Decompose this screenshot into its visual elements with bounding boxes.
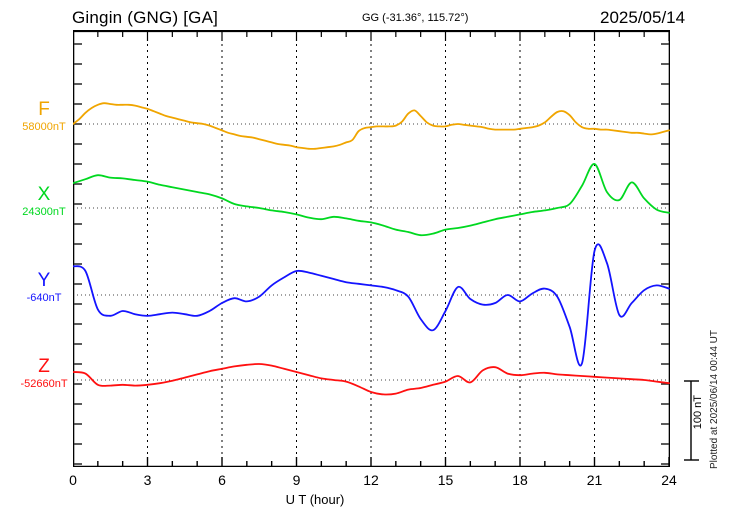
x-tick-label-12: 12 <box>363 472 379 488</box>
scale-bar <box>684 380 699 461</box>
component-baseline-X: 24300nT <box>22 206 66 218</box>
component-name-Y: Y <box>37 270 51 291</box>
component-label-Z: Z -52660nT <box>14 357 74 391</box>
plot-canvas <box>73 31 670 467</box>
x-tick-label-6: 6 <box>218 472 226 488</box>
trace-X <box>73 163 670 237</box>
component-label-X: X 24300nT <box>14 185 74 219</box>
plot-date: 2025/05/14 <box>600 8 686 27</box>
x-tick-label-24: 24 <box>661 472 677 488</box>
component-label-Y: Y -640nT <box>14 271 74 305</box>
geographic-coordinates: GG (-31.36°, 115.72°) <box>362 12 469 24</box>
component-baseline-Y: -640nT <box>26 292 62 304</box>
component-name-F: F <box>38 99 50 120</box>
x-tick-label-0: 0 <box>69 472 77 488</box>
trace-Z <box>73 363 670 396</box>
x-tick-label-18: 18 <box>512 472 528 488</box>
x-tick-label-15: 15 <box>437 472 454 488</box>
component-baseline-F: 58000nT <box>22 121 66 133</box>
x-axis-title: U T (hour) <box>0 492 730 507</box>
plotted-timestamp: Plotted at 2025/06/14 00:44 UT <box>709 330 720 469</box>
magnetogram-plot <box>73 31 670 467</box>
component-name-Z: Z <box>38 356 50 377</box>
component-baseline-Z: -52660nT <box>20 378 68 390</box>
component-label-F: F 58000nT <box>14 100 74 134</box>
x-tick-label-21: 21 <box>586 472 603 488</box>
station-title: Gingin (GNG) [GA] <box>72 8 219 27</box>
title-divider <box>73 30 670 31</box>
x-axis-title-text: U T (hour) <box>285 492 345 507</box>
component-name-X: X <box>37 184 51 205</box>
scale-bar-label: 100 nT <box>692 395 704 430</box>
trace-F <box>73 102 670 150</box>
x-tick-label-9: 9 <box>292 472 301 488</box>
x-tick-label-3: 3 <box>143 472 152 488</box>
trace-Y <box>73 243 670 367</box>
